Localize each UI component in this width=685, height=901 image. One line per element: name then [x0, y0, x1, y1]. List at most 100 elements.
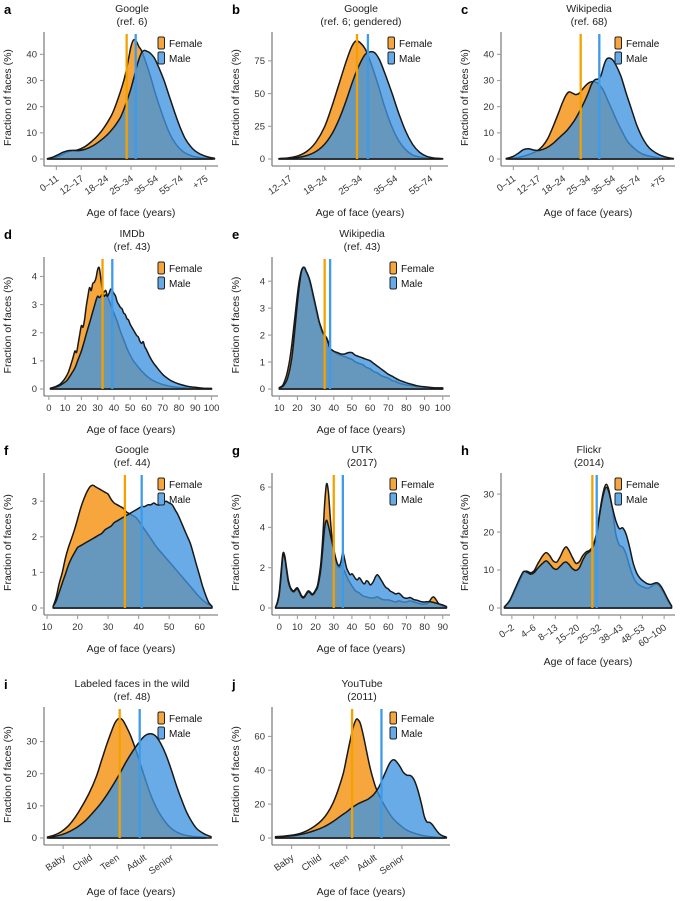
panel-title-line2: (ref. 43)	[113, 241, 151, 253]
svg-text:100: 100	[204, 403, 220, 414]
svg-text:Female: Female	[401, 714, 435, 725]
svg-text:0: 0	[260, 833, 265, 844]
svg-text:Teen: Teen	[328, 852, 351, 873]
svg-text:90: 90	[190, 403, 201, 414]
svg-text:70: 70	[383, 403, 394, 414]
svg-text:Female: Female	[169, 714, 203, 725]
panel-title-line2: (ref. 44)	[113, 457, 151, 469]
svg-text:Adult: Adult	[125, 852, 149, 874]
svg-text:60: 60	[194, 622, 205, 633]
svg-text:+75: +75	[191, 173, 211, 191]
svg-text:20: 20	[26, 102, 37, 113]
svg-text:Fraction of faces (%): Fraction of faces (%)	[459, 494, 471, 591]
svg-text:12–17: 12–17	[58, 173, 86, 197]
svg-text:40: 40	[347, 622, 358, 633]
svg-text:3: 3	[32, 300, 37, 311]
svg-text:Age of face (years): Age of face (years)	[544, 656, 633, 668]
svg-text:60: 60	[254, 732, 265, 743]
svg-text:4: 4	[260, 276, 265, 287]
density-plot-a: Fraction of faces (%) Age of face (years)…	[2, 32, 218, 219]
svg-text:Male: Male	[626, 54, 648, 65]
svg-text:20: 20	[292, 403, 303, 414]
panel-title-line2: (ref. 48)	[113, 691, 151, 703]
svg-text:20: 20	[26, 769, 37, 780]
svg-text:60: 60	[365, 403, 376, 414]
svg-text:15–20: 15–20	[554, 622, 582, 646]
panel-c: c Wikipedia (ref. 68) Fraction of faces …	[457, 0, 685, 222]
svg-text:Female: Female	[626, 39, 660, 50]
svg-text:Senior: Senior	[378, 852, 407, 877]
svg-text:Teen: Teen	[99, 852, 122, 873]
svg-text:3: 3	[260, 303, 265, 314]
panel-letter: j	[232, 677, 236, 692]
density-plot-d: Fraction of faces (%) Age of face (years)…	[2, 257, 220, 436]
svg-text:Female: Female	[399, 39, 433, 50]
svg-text:30: 30	[92, 403, 103, 414]
svg-text:Child: Child	[300, 852, 324, 873]
density-plot-i: Fraction of faces (%) Age of face (years)…	[2, 707, 218, 898]
svg-text:0: 0	[260, 154, 265, 165]
panel-letter: f	[4, 443, 9, 458]
svg-text:60: 60	[383, 622, 394, 633]
svg-text:Female: Female	[169, 264, 203, 275]
svg-text:30: 30	[103, 622, 114, 633]
svg-text:Age of face (years): Age of face (years)	[87, 207, 176, 219]
svg-text:Fraction of faces (%): Fraction of faces (%)	[2, 726, 14, 823]
svg-text:12–17: 12–17	[515, 173, 543, 197]
panel-letter: c	[461, 2, 469, 17]
svg-text:75: 75	[254, 56, 265, 67]
svg-text:Age of face (years): Age of face (years)	[317, 643, 406, 655]
svg-text:4: 4	[32, 272, 37, 283]
svg-text:50: 50	[164, 622, 175, 633]
density-plot-f: Fraction of faces (%) Age of face (years)…	[2, 473, 218, 655]
svg-text:20: 20	[483, 527, 494, 538]
svg-text:25: 25	[254, 121, 265, 132]
svg-text:10: 10	[292, 622, 303, 633]
panel-title-line2: (ref. 43)	[343, 241, 381, 253]
svg-text:90: 90	[437, 622, 448, 633]
svg-text:Female: Female	[401, 480, 435, 491]
panel-title-line1: IMDb	[119, 228, 145, 240]
svg-text:0: 0	[32, 154, 37, 165]
svg-text:Fraction of faces (%): Fraction of faces (%)	[2, 494, 14, 591]
svg-text:Female: Female	[169, 480, 203, 491]
svg-text:Baby: Baby	[44, 852, 68, 874]
svg-text:Male: Male	[626, 495, 648, 506]
panel-title: IMDb (ref. 43)	[38, 228, 226, 254]
svg-text:40: 40	[109, 403, 120, 414]
svg-text:Age of face (years): Age of face (years)	[544, 207, 633, 219]
panel-letter: g	[232, 443, 240, 458]
svg-text:10: 10	[26, 801, 37, 812]
svg-text:2: 2	[260, 563, 265, 574]
panel-i: i Labeled faces in the wild (ref. 48) Fr…	[0, 663, 228, 901]
density-plot-c: Fraction of faces (%) Age of face (years)…	[459, 32, 675, 219]
panel-title: Labeled faces in the wild (ref. 48)	[38, 678, 226, 704]
svg-text:90: 90	[419, 403, 430, 414]
svg-text:Fraction of faces (%): Fraction of faces (%)	[2, 277, 14, 374]
svg-text:55–74: 55–74	[615, 173, 643, 197]
svg-text:1: 1	[260, 357, 265, 368]
svg-text:4: 4	[260, 523, 265, 534]
svg-text:10: 10	[42, 622, 53, 633]
svg-text:20: 20	[72, 622, 83, 633]
svg-text:0: 0	[489, 154, 494, 165]
svg-text:100: 100	[435, 403, 451, 414]
density-plot-b: Fraction of faces (%) Age of face (years)…	[230, 32, 448, 219]
svg-text:0: 0	[32, 603, 37, 614]
svg-text:20: 20	[76, 403, 87, 414]
svg-text:20: 20	[483, 102, 494, 113]
panel-h: h Flickr (2014) Fraction of faces (%) Age…	[457, 441, 685, 671]
svg-text:18–24: 18–24	[83, 173, 111, 197]
svg-text:Age of face (years): Age of face (years)	[87, 643, 176, 655]
panel-letter: a	[4, 2, 12, 17]
svg-text:Female: Female	[626, 480, 660, 491]
svg-text:Male: Male	[401, 495, 423, 506]
svg-text:Adult: Adult	[355, 852, 379, 874]
svg-text:Age of face (years): Age of face (years)	[317, 424, 406, 436]
panel-title: YouTube (2011)	[266, 678, 458, 704]
svg-text:Male: Male	[401, 279, 423, 290]
panel-e: e Wikipedia (ref. 43) Fraction of faces …	[228, 225, 460, 439]
density-plot-e: Fraction of faces (%) Age of face (years)…	[230, 257, 451, 436]
panel-letter: d	[4, 227, 12, 242]
panel-letter: i	[4, 677, 8, 692]
